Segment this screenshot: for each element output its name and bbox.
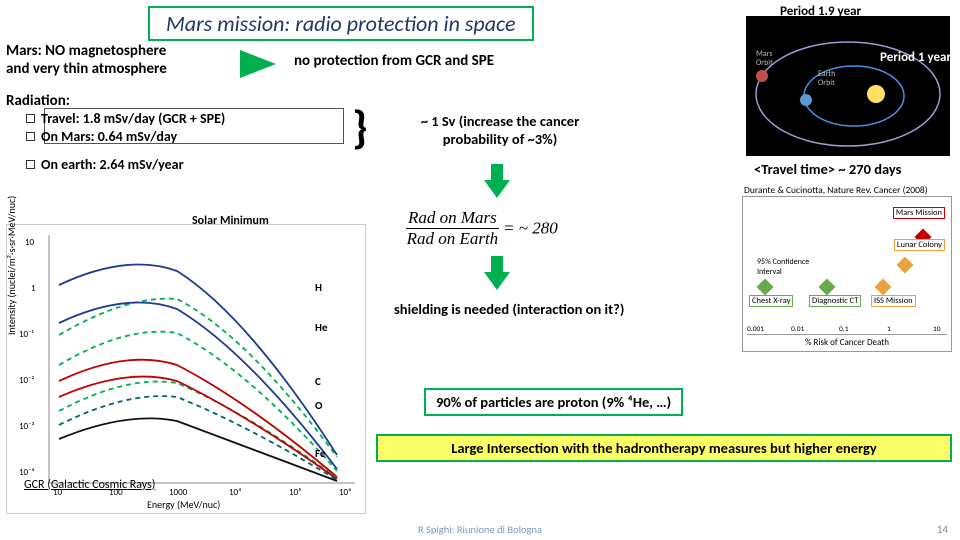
bullet-icon [26, 132, 35, 141]
cancer-risk-chart: Mars Mission Lunar Colony ISS Mission Di… [742, 196, 952, 352]
arrow-down-icon [484, 164, 510, 198]
svg-text:Orbit: Orbit [818, 78, 835, 88]
bullet-earth-row: On earth: 2.64 mSv/year [26, 156, 184, 173]
formula-numerator: Rad on Mars [406, 208, 499, 229]
svg-text:10⁶: 10⁶ [339, 487, 351, 498]
mars-atmosphere-note: Mars: NO magnetosphere and very thin atm… [6, 42, 226, 78]
svg-text:10: 10 [25, 237, 35, 248]
svg-text:10⁴: 10⁴ [229, 487, 241, 498]
gcr-spectrum-chart: 101001000 10⁴10⁵10⁶ 10110⁻¹ 10⁻²10⁻³10⁻⁴… [6, 224, 366, 514]
elem-label: He [315, 321, 327, 334]
cancer-risk-text: ~ 1 Sv (increase the cancer probability … [400, 112, 600, 148]
bullet-mars: On Mars: 0.64 mSv/day [41, 128, 177, 145]
citation-text: Durante & Cucinotta, Nature Rev. Cancer … [744, 184, 928, 196]
slide-title: Mars mission: radio protection in space [148, 6, 534, 41]
data-point [757, 279, 774, 296]
bullet-icon [26, 160, 35, 169]
bullet-earth: On earth: 2.64 mSv/year [41, 156, 184, 173]
elem-label: H [315, 281, 322, 294]
data-point [819, 279, 836, 296]
formula-rhs: = ~ 280 [503, 219, 558, 238]
shielding-text: shielding is needed (interaction on it?) [394, 300, 624, 318]
text: probability of ~3%) [443, 130, 557, 148]
svg-text:1: 1 [31, 283, 36, 294]
formula-denominator: Rad on Earth [407, 229, 499, 248]
x-tick: 1 [887, 325, 891, 334]
gcr-caption: GCR (Galactic Cosmic Rays) [24, 478, 155, 492]
y-axis-label: Intensity (nuclei/m²·s·sr·MeV/nuc) [5, 196, 18, 335]
svg-text:10⁵: 10⁵ [289, 487, 301, 498]
brace-icon: } [352, 100, 368, 156]
x-tick: 0.001 [747, 325, 764, 334]
point-label: Lunar Colony [894, 239, 945, 251]
elem-label: C [315, 375, 321, 388]
bullet-icon [26, 114, 35, 123]
point-label: Diagnostic CT [809, 295, 861, 307]
data-point [897, 257, 914, 274]
svg-text:10⁻²: 10⁻² [19, 375, 34, 386]
point-label: ISS Mission [871, 295, 916, 307]
text: Mars: NO magnetosphere [6, 42, 166, 60]
arrow-down-icon [484, 256, 510, 290]
point-label: Chest X-ray [749, 295, 793, 307]
x-axis-label: % Risk of Cancer Death [743, 337, 951, 348]
svg-text:10⁻⁴: 10⁻⁴ [19, 467, 35, 478]
elem-label: Fe [315, 447, 325, 460]
x-tick: 10 [933, 325, 941, 334]
point-label: Mars Mission [893, 207, 945, 219]
radiation-heading: Radiation: [6, 92, 70, 110]
period-earth-label: Period 1 year [880, 50, 951, 65]
arrow-right-icon [240, 50, 276, 78]
x-tick: 0.01 [791, 325, 804, 334]
page-number: 14 [937, 523, 948, 536]
elem-label: O [315, 399, 322, 412]
data-point [875, 279, 892, 296]
svg-text:1000: 1000 [169, 487, 188, 498]
svg-text:10⁻¹: 10⁻¹ [19, 329, 34, 340]
period-mars-label: Period 1.9 year [780, 4, 861, 19]
radiation-bullets: Travel: 1.8 mSv/day (GCR + SPE) On Mars:… [26, 110, 225, 146]
no-protection-text: no protection from GCR and SPE [294, 52, 494, 70]
x-axis-label: Energy (MeV/nuc) [147, 498, 220, 511]
x-tick: 0.1 [839, 325, 849, 334]
svg-text:10⁻³: 10⁻³ [19, 421, 34, 432]
confidence-label: 95% Confidence Interval [757, 257, 817, 277]
text: ~ 1 Sv (increase the cancer [421, 112, 580, 130]
hadrontherapy-box: Large Intersection with the hadrontherap… [376, 434, 952, 462]
svg-text:Orbit: Orbit [756, 58, 773, 68]
text: and very thin atmosphere [6, 60, 167, 78]
footer-text: R Spighi: Riunione di Bologna [0, 523, 960, 536]
orbit-diagram: Mars Orbit Earth Orbit [746, 16, 950, 156]
travel-time-text: <Travel time> ~ 270 days [754, 160, 901, 178]
ratio-formula: Rad on Mars Rad on Earth = ~ 280 [406, 208, 558, 249]
bullet-travel: Travel: 1.8 mSv/day (GCR + SPE) [41, 110, 225, 127]
proton-fraction-box: 90% of particles are proton (9% ⁴He, …) [424, 388, 683, 416]
